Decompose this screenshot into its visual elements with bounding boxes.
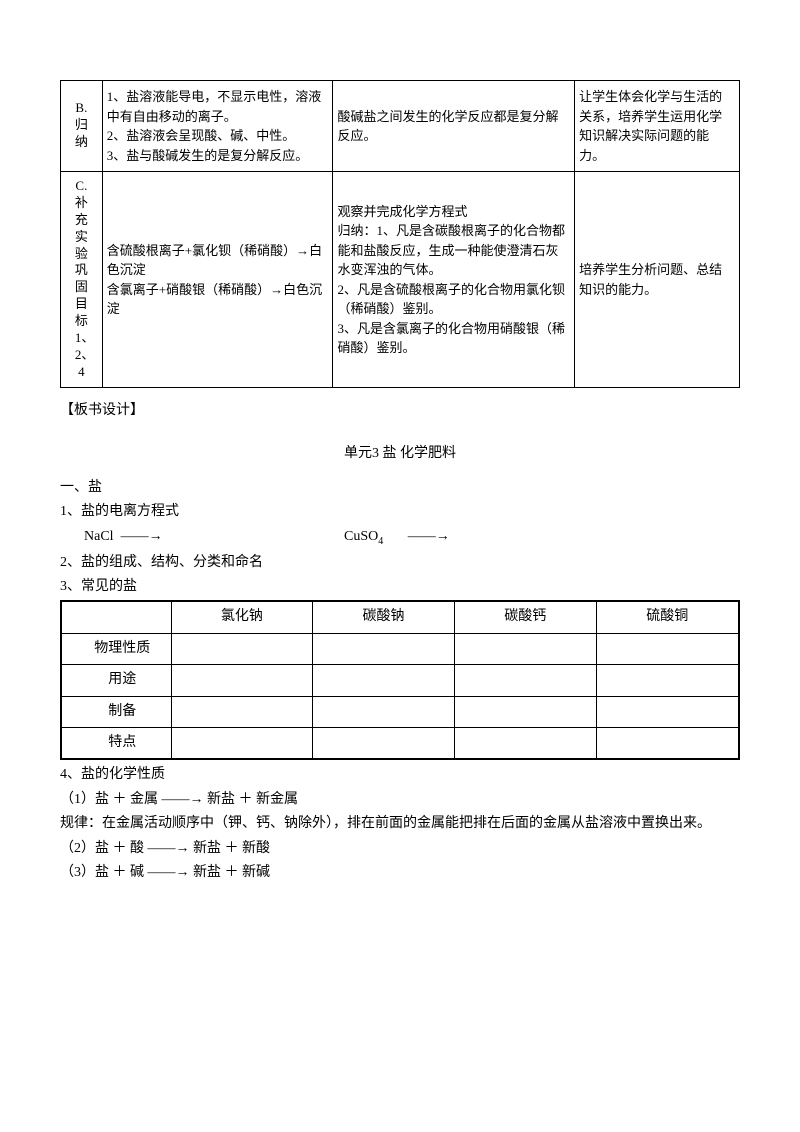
table-row-b: B. 归纳 1、盐溶液能导电，不显示电性，溶液中有自由移动的离子。 2、盐溶液会… bbox=[61, 81, 740, 172]
salt-cell bbox=[596, 728, 739, 760]
section1-title: 一、盐 bbox=[60, 477, 740, 499]
nacl-formula: NaCl ——→ bbox=[84, 526, 344, 550]
salt-cell bbox=[313, 633, 455, 664]
salt-row-label-2: 用途 bbox=[61, 665, 171, 696]
item3: 3、常见的盐 bbox=[60, 576, 740, 598]
cuso4-formula: CuSO4 ——→ bbox=[344, 526, 450, 550]
salt-cell bbox=[313, 728, 455, 760]
salt-header-4: 硫酸铜 bbox=[596, 601, 739, 633]
salt-header-3: 碳酸钙 bbox=[454, 601, 596, 633]
salt-row-prep: 制备 bbox=[61, 696, 739, 727]
salt-cell bbox=[171, 696, 313, 727]
row-b-col4: 让学生体会化学与生活的关系，培养学生运用化学知识解决实际问题的能力。 bbox=[575, 81, 740, 172]
row-b-label: B. 归纳 bbox=[61, 81, 103, 172]
board-design-label: 【板书设计】 bbox=[60, 400, 740, 422]
row-b-col3: 酸碱盐之间发生的化学反应都是复分解反应。 bbox=[333, 81, 575, 172]
salt-cell bbox=[596, 633, 739, 664]
rule: 规律：在金属活动顺序中（钾、钙、钠除外），排在前面的金属能把排在后面的金属从盐溶… bbox=[60, 813, 740, 835]
salt-header-2: 碳酸钠 bbox=[313, 601, 455, 633]
table-row-c: C. 补充实验巩固目标1、2、4 含硫酸根离子+氯化钡（稀硝酸）→白色沉淀 含氯… bbox=[61, 172, 740, 388]
salt-cell bbox=[313, 696, 455, 727]
salt-row-feature: 特点 bbox=[61, 728, 739, 760]
salt-cell bbox=[596, 696, 739, 727]
salt-row-use: 用途 bbox=[61, 665, 739, 696]
salt-header-empty bbox=[61, 601, 171, 633]
salt-row-physical: 物理性质 bbox=[61, 633, 739, 664]
salt-cell bbox=[454, 696, 596, 727]
eq1: （1）盐 ＋ 金属 ——→ 新盐 ＋ 新金属 bbox=[60, 789, 740, 811]
row-c-col4: 培养学生分析问题、总结知识的能力。 bbox=[575, 172, 740, 388]
salt-row-label-4: 特点 bbox=[61, 728, 171, 760]
salt-cell bbox=[171, 665, 313, 696]
eq3: （3）盐 ＋ 碱 ——→ 新盐 ＋ 新碱 bbox=[60, 862, 740, 884]
unit-title: 单元3 盐 化学肥料 bbox=[60, 443, 740, 465]
row-c-col3: 观察并完成化学方程式 归纳：1、凡是含碳酸根离子的化合物都能和盐酸反应，生成一种… bbox=[333, 172, 575, 388]
salt-row-label-1: 物理性质 bbox=[61, 633, 171, 664]
teaching-table: B. 归纳 1、盐溶液能导电，不显示电性，溶液中有自由移动的离子。 2、盐溶液会… bbox=[60, 80, 740, 388]
salt-cell bbox=[454, 633, 596, 664]
item2: 2、盐的组成、结构、分类和命名 bbox=[60, 552, 740, 574]
salt-properties-table: 氯化钠 碳酸钠 碳酸钙 硫酸铜 物理性质 用途 制备 特点 bbox=[60, 600, 740, 760]
salt-cell bbox=[313, 665, 455, 696]
salt-cell bbox=[171, 728, 313, 760]
item1: 1、盐的电离方程式 bbox=[60, 501, 740, 523]
item4: 4、盐的化学性质 bbox=[60, 764, 740, 786]
row-c-label: C. 补充实验巩固目标1、2、4 bbox=[61, 172, 103, 388]
row-c-col2: 含硫酸根离子+氯化钡（稀硝酸）→白色沉淀 含氯离子+硝酸银（稀硝酸）→白色沉淀 bbox=[102, 172, 333, 388]
salt-cell bbox=[596, 665, 739, 696]
salt-cell bbox=[454, 665, 596, 696]
salt-cell bbox=[454, 728, 596, 760]
ionization-formulas: NaCl ——→ CuSO4 ——→ bbox=[60, 526, 740, 550]
eq2: （2）盐 ＋ 酸 ——→ 新盐 ＋ 新酸 bbox=[60, 838, 740, 860]
row-b-col2: 1、盐溶液能导电，不显示电性，溶液中有自由移动的离子。 2、盐溶液会呈现酸、碱、… bbox=[102, 81, 333, 172]
salt-header-1: 氯化钠 bbox=[171, 601, 313, 633]
salt-row-label-3: 制备 bbox=[61, 696, 171, 727]
salt-cell bbox=[171, 633, 313, 664]
salt-table-header-row: 氯化钠 碳酸钠 碳酸钙 硫酸铜 bbox=[61, 601, 739, 633]
